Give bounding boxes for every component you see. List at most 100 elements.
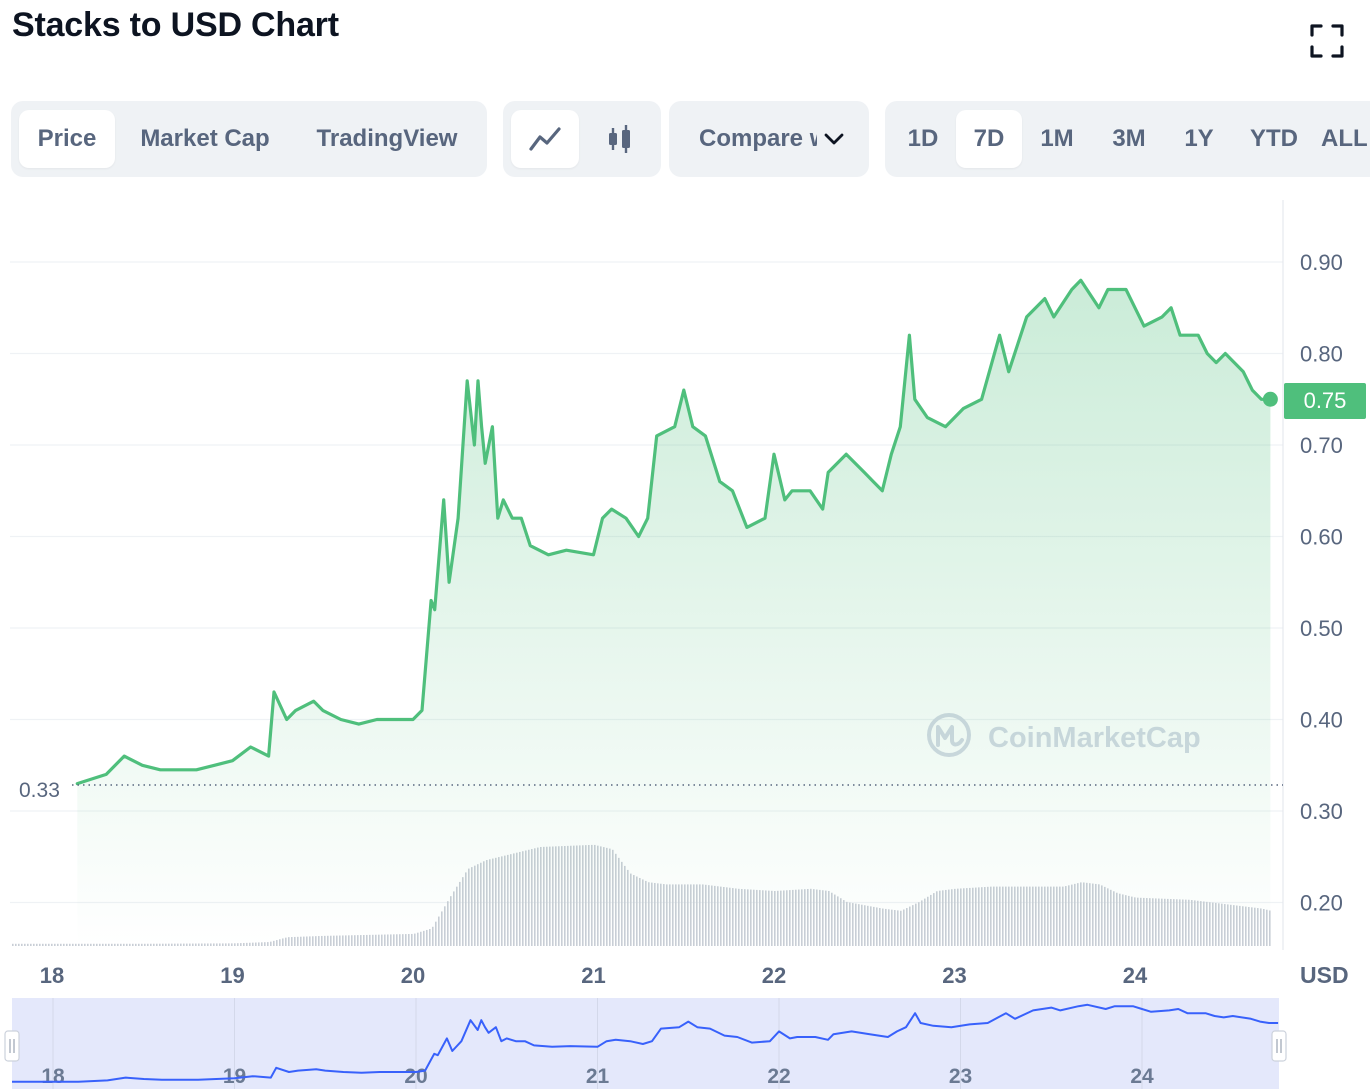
volume-bar: [324, 935, 326, 946]
volume-bar: [1062, 886, 1064, 946]
range-1m[interactable]: 1M: [1040, 125, 1074, 152]
volume-bar: [1080, 882, 1082, 946]
volume-bar: [330, 935, 332, 946]
range-ytd[interactable]: YTD: [1250, 125, 1298, 152]
tab-market-cap[interactable]: Market Cap: [140, 125, 270, 152]
volume-bar: [198, 943, 200, 946]
volume-bar: [369, 934, 371, 946]
volume-bar: [1005, 886, 1007, 946]
volume-bar: [216, 943, 218, 946]
volume-bar: [1050, 886, 1052, 946]
volume-bar: [1029, 886, 1031, 946]
volume-bar: [648, 882, 650, 946]
volume-bar: [378, 934, 380, 946]
compare-dropdown[interactable]: Compare with: [669, 101, 869, 177]
volume-bar: [915, 903, 917, 946]
navigator-handle-right[interactable]: [1271, 1030, 1287, 1062]
volume-bar: [579, 845, 581, 946]
volume-bar: [837, 896, 839, 946]
volume-bar: [93, 943, 95, 946]
compare-button[interactable]: Compare with: [699, 110, 859, 168]
volume-bar: [663, 884, 665, 946]
volume-bar: [1125, 895, 1127, 946]
volume-bar: [771, 890, 773, 946]
volume-bar: [441, 911, 443, 946]
start-price-label: 0.33: [19, 779, 60, 802]
volume-bar: [291, 937, 293, 946]
range-3m[interactable]: 3M: [1112, 125, 1146, 152]
range-7d[interactable]: 7D: [956, 110, 1022, 168]
volume-bar: [117, 943, 119, 946]
volume-bar: [1047, 886, 1049, 946]
volume-bar: [828, 890, 830, 946]
volume-bar: [129, 943, 131, 946]
volume-bar: [687, 884, 689, 946]
volume-bar: [147, 943, 149, 946]
volume-bar: [570, 845, 572, 946]
range-1y[interactable]: 1Y: [1184, 125, 1214, 152]
volume-bar: [873, 906, 875, 946]
x-tick-label: 18: [40, 963, 64, 988]
tab-price[interactable]: Price: [19, 110, 115, 168]
volume-bar: [555, 846, 557, 946]
volume-bar: [282, 938, 284, 946]
volume-bar: [210, 943, 212, 946]
volume-bar: [336, 935, 338, 946]
volume-bar: [720, 886, 722, 946]
volume-bar: [1242, 906, 1244, 946]
volume-bar: [1140, 897, 1142, 946]
volume-bar: [705, 884, 707, 946]
volume-bar: [999, 886, 1001, 946]
volume-bar: [246, 942, 248, 946]
navigator-tick-label: 20: [404, 1065, 427, 1088]
volume-bar: [741, 888, 743, 946]
volume-bar: [864, 905, 866, 946]
x-tick-label: 19: [220, 963, 244, 988]
volume-bar: [1110, 889, 1112, 946]
volume-bar: [1089, 883, 1091, 946]
volume-bar: [33, 943, 35, 946]
volume-bar: [1146, 898, 1148, 946]
volume-bar: [408, 934, 410, 946]
volume-bar: [276, 940, 278, 946]
volume-bar: [153, 943, 155, 946]
volume-bar: [537, 847, 539, 946]
range-all[interactable]: ALL: [1321, 125, 1368, 152]
volume-bar: [1149, 898, 1151, 946]
volume-bar: [684, 884, 686, 946]
volume-bar: [1245, 906, 1247, 946]
candlestick-button[interactable]: [587, 110, 653, 168]
volume-bar: [1017, 886, 1019, 946]
volume-bar: [159, 943, 161, 946]
volume-bar: [987, 886, 989, 946]
volume-bar: [36, 943, 38, 946]
volume-bar: [861, 904, 863, 946]
volume-bar: [906, 908, 908, 946]
volume-bar: [516, 852, 518, 946]
volume-bar: [1173, 899, 1175, 946]
volume-bar: [462, 877, 464, 946]
y-tick-label: 0.40: [1300, 708, 1343, 733]
volume-bar: [168, 943, 170, 946]
volume-bar: [189, 943, 191, 946]
navigator-selection[interactable]: [12, 998, 1279, 1089]
watermark-text: CoinMarketCap: [988, 722, 1201, 754]
volume-bar: [921, 900, 923, 946]
navigator[interactable]: 18 19 20 21 22 23 24: [4, 998, 1287, 1089]
volume-bar: [498, 857, 500, 946]
volume-bar: [411, 933, 413, 946]
volume-bar: [819, 889, 821, 946]
volume-bar: [126, 943, 128, 946]
volume-bar: [18, 943, 20, 946]
tab-tradingview[interactable]: TradingView: [316, 125, 458, 152]
volume-bar: [273, 940, 275, 946]
volume-bar: [702, 884, 704, 946]
range-1d[interactable]: 1D: [907, 125, 939, 152]
line-chart-button[interactable]: [511, 110, 579, 168]
volume-bar: [1224, 904, 1226, 946]
fullscreen-icon[interactable]: [1308, 22, 1346, 60]
navigator-handle-left[interactable]: [4, 1030, 20, 1062]
volume-bar: [417, 932, 419, 946]
volume-bar: [681, 884, 683, 946]
volume-bar: [84, 943, 86, 946]
